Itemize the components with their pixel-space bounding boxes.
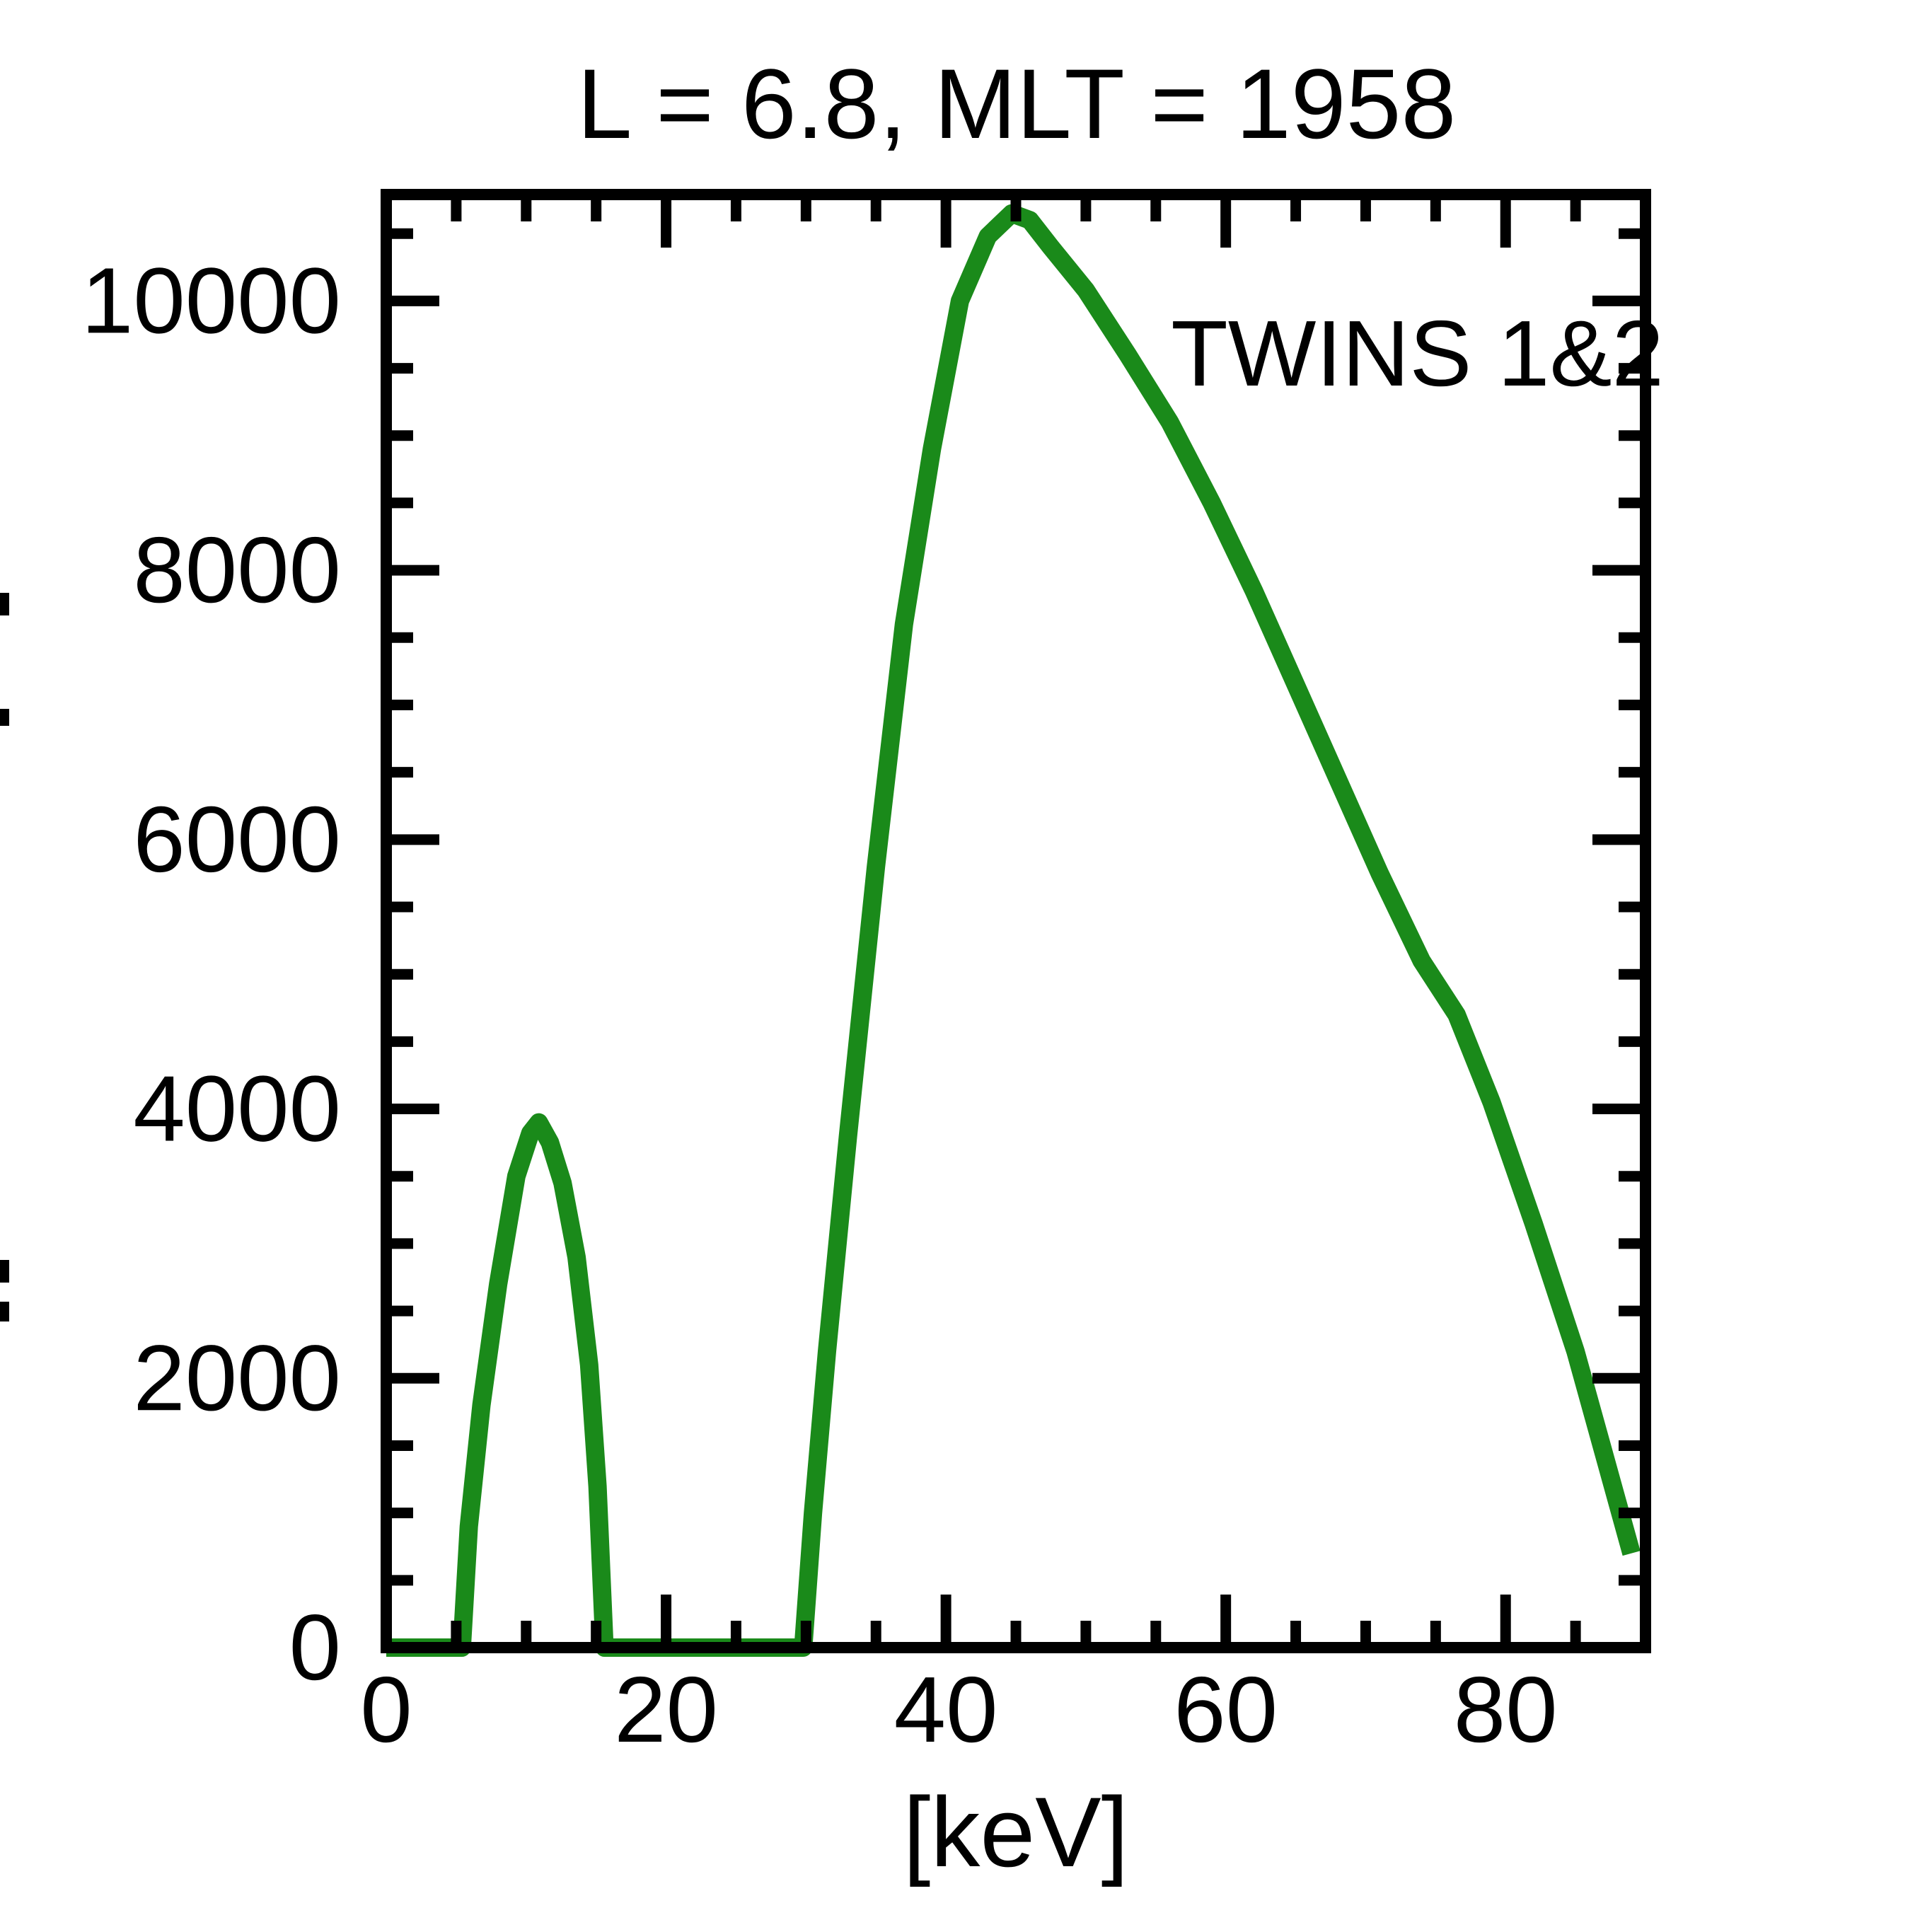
legend-twins-label: TWINS 1&2 (1171, 301, 1664, 405)
y-tick-label-6000: 6000 (133, 787, 341, 891)
y-axis-label-clipped-fragment (0, 1260, 9, 1283)
flux-curve-series-0 (386, 204, 1641, 1657)
x-tick-label-60: 60 (1174, 1658, 1278, 1762)
chart-title: L = 6.8, MLT = 1958 (577, 48, 1457, 159)
x-axis-title: [keV] (903, 1776, 1128, 1887)
x-tick-label-0: 0 (360, 1658, 412, 1762)
y-axis-label-clipped-fragment (0, 1302, 9, 1321)
y-tick-label-4000: 4000 (133, 1057, 341, 1161)
y-axis-label-clipped-fragment (0, 709, 9, 726)
plot-border (381, 189, 1651, 1653)
x-tick-label-20: 20 (614, 1658, 718, 1762)
y-tick-label-0: 0 (289, 1595, 341, 1699)
x-tick-label-80: 80 (1454, 1658, 1558, 1762)
curve-layer (386, 204, 1641, 1657)
y-tick-label-2000: 2000 (133, 1326, 341, 1430)
axes-layer (381, 189, 1651, 1653)
labels-layer: L = 6.8, MLT = 1958 TWINS 1&2 [keV] 0 20 40 60… (0, 48, 1664, 1887)
y-axis-label-clipped-fragment (0, 593, 9, 615)
y-tick-label-10000: 10000 (81, 248, 341, 352)
x-tick-label-40: 40 (894, 1658, 998, 1762)
y-tick-label-8000: 8000 (133, 518, 341, 622)
